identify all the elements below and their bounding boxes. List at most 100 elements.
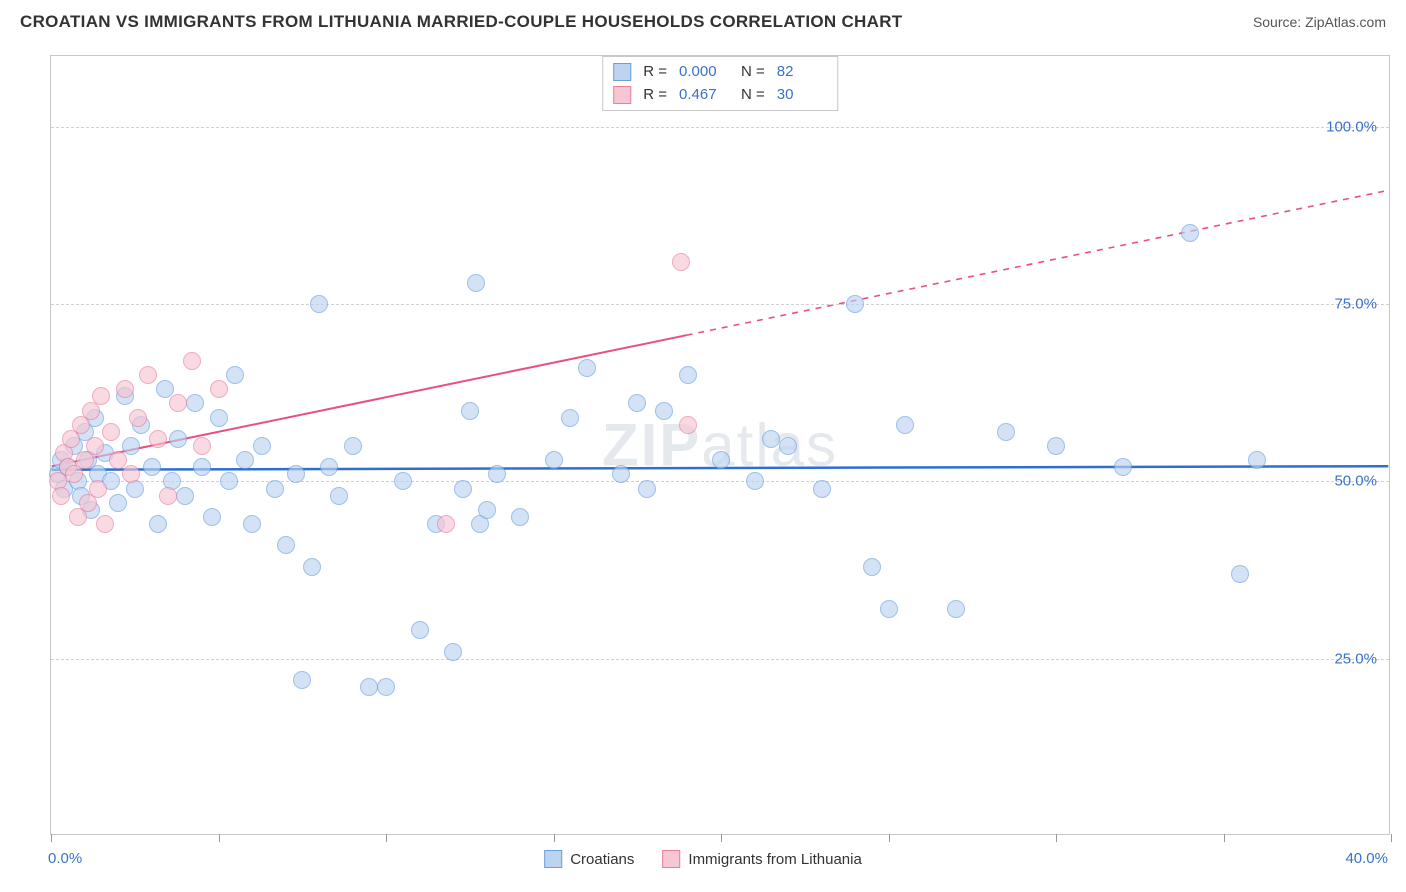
x-tick	[1391, 834, 1392, 842]
data-point	[243, 515, 261, 533]
legend-label-lithuania: Immigrants from Lithuania	[688, 851, 861, 868]
data-point	[149, 430, 167, 448]
data-point	[679, 416, 697, 434]
legend-swatch-croatians	[544, 850, 562, 868]
data-point	[226, 366, 244, 384]
gridline	[51, 127, 1389, 128]
data-point	[253, 437, 271, 455]
stats-row-lithuania: R =0.467 N =30	[613, 84, 827, 107]
data-point	[109, 494, 127, 512]
data-point	[293, 671, 311, 689]
data-point	[92, 387, 110, 405]
data-point	[712, 451, 730, 469]
x-tick	[554, 834, 555, 842]
data-point	[863, 558, 881, 576]
data-point	[193, 437, 211, 455]
data-point	[411, 621, 429, 639]
data-point	[1248, 451, 1266, 469]
data-point	[86, 437, 104, 455]
legend-item-croatians: Croatians	[544, 850, 634, 868]
y-tick-label: 50.0%	[1334, 473, 1377, 490]
data-point	[143, 458, 161, 476]
data-point	[762, 430, 780, 448]
data-point	[203, 508, 221, 526]
header: CROATIAN VS IMMIGRANTS FROM LITHUANIA MA…	[0, 0, 1406, 40]
swatch-lithuania	[613, 86, 631, 104]
data-point	[377, 678, 395, 696]
data-point	[210, 409, 228, 427]
stats-row-croatians: R =0.000 N =82	[613, 61, 827, 84]
n-value-croatians: 82	[777, 61, 827, 84]
data-point	[779, 437, 797, 455]
x-tick	[51, 834, 52, 842]
data-point	[1114, 458, 1132, 476]
data-point	[102, 423, 120, 441]
r-value-croatians: 0.000	[679, 61, 729, 84]
data-point	[220, 472, 238, 490]
data-point	[394, 472, 412, 490]
gridline	[51, 481, 1389, 482]
y-tick-label: 75.0%	[1334, 296, 1377, 313]
data-point	[679, 366, 697, 384]
data-point	[122, 437, 140, 455]
trend-lines	[51, 56, 1389, 834]
data-point	[116, 380, 134, 398]
data-point	[193, 458, 211, 476]
correlation-stats-box: R =0.000 N =82 R =0.467 N =30	[602, 56, 838, 111]
data-point	[122, 465, 140, 483]
data-point	[467, 274, 485, 292]
gridline	[51, 659, 1389, 660]
data-point	[997, 423, 1015, 441]
data-point	[461, 402, 479, 420]
chart-plot-area: ZIPatlas R =0.000 N =82 R =0.467 N =30 2…	[50, 55, 1390, 835]
source-label: Source: ZipAtlas.com	[1253, 14, 1386, 30]
x-min-label: 0.0%	[48, 850, 82, 867]
x-max-label: 40.0%	[1345, 850, 1388, 867]
data-point	[156, 380, 174, 398]
data-point	[578, 359, 596, 377]
data-point	[813, 480, 831, 498]
data-point	[266, 480, 284, 498]
data-point	[109, 451, 127, 469]
legend-item-lithuania: Immigrants from Lithuania	[662, 850, 861, 868]
data-point	[488, 465, 506, 483]
data-point	[89, 480, 107, 498]
data-point	[320, 458, 338, 476]
data-point	[880, 600, 898, 618]
data-point	[1047, 437, 1065, 455]
x-tick	[1224, 834, 1225, 842]
data-point	[277, 536, 295, 554]
data-point	[561, 409, 579, 427]
data-point	[454, 480, 472, 498]
data-point	[129, 409, 147, 427]
data-point	[655, 402, 673, 420]
data-point	[159, 487, 177, 505]
data-point	[746, 472, 764, 490]
data-point	[52, 487, 70, 505]
bottom-legend: Croatians Immigrants from Lithuania	[544, 850, 862, 868]
legend-swatch-lithuania	[662, 850, 680, 868]
n-value-lithuania: 30	[777, 84, 827, 107]
data-point	[169, 394, 187, 412]
data-point	[444, 643, 462, 661]
data-point	[846, 295, 864, 313]
x-tick	[386, 834, 387, 842]
data-point	[186, 394, 204, 412]
data-point	[96, 515, 114, 533]
x-tick	[219, 834, 220, 842]
data-point	[236, 451, 254, 469]
data-point	[303, 558, 321, 576]
x-tick	[1056, 834, 1057, 842]
x-tick	[889, 834, 890, 842]
data-point	[176, 487, 194, 505]
data-point	[344, 437, 362, 455]
x-tick	[721, 834, 722, 842]
chart-title: CROATIAN VS IMMIGRANTS FROM LITHUANIA MA…	[20, 12, 902, 32]
data-point	[478, 501, 496, 519]
data-point	[149, 515, 167, 533]
data-point	[287, 465, 305, 483]
gridline	[51, 304, 1389, 305]
y-tick-label: 100.0%	[1326, 118, 1377, 135]
data-point	[628, 394, 646, 412]
data-point	[947, 600, 965, 618]
